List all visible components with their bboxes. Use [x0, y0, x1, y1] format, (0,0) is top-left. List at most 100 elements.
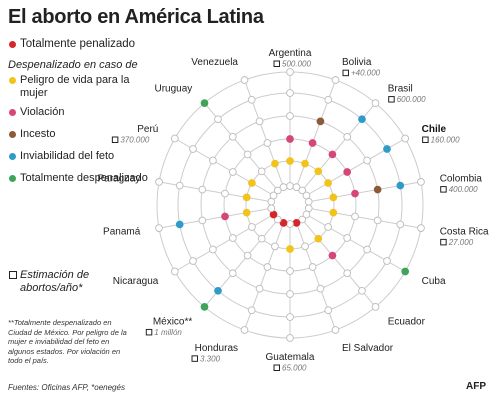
dot-8-incesto	[316, 284, 325, 293]
chart-title: El aborto en América Latina	[8, 6, 264, 28]
legend-dot-violacion	[9, 109, 16, 116]
dot-2-peligro	[314, 167, 323, 176]
dot-4-violacion	[351, 189, 359, 198]
legend-dot-inviabilidad	[9, 153, 16, 160]
dot-2-despenalizado	[371, 99, 380, 107]
country-label-4: Colombia	[440, 174, 483, 185]
dot-13-violacion	[221, 212, 229, 221]
dot-13-penalizado	[267, 204, 276, 213]
dot-9-incesto	[286, 290, 294, 298]
estimate-box-9	[273, 364, 280, 371]
dot-6-peligro	[324, 223, 332, 231]
dot-1-penalizado	[292, 183, 301, 191]
dot-7-inviabilidad	[358, 286, 366, 295]
dot-16-despenalizado	[200, 99, 209, 107]
dot-6-violacion	[343, 234, 352, 242]
dot-10-despenalizado	[240, 326, 249, 334]
legend-label-penalizado: Totalmente penalizado	[20, 38, 136, 50]
legend-item-despenalizado: Totalmente despenalizado	[8, 172, 148, 185]
estimate-label-1: +40.000	[351, 69, 381, 78]
estimate-box-0	[273, 60, 280, 67]
country-label-9: Guatemala	[266, 352, 315, 363]
estimate-box-4	[440, 186, 447, 193]
dot-14-incesto	[198, 185, 207, 194]
dot-5-peligro	[329, 208, 338, 217]
legend-item-inviabilidad: Inviabilidad del feto	[8, 150, 148, 163]
dot-12-peligro	[248, 223, 256, 231]
dot-6-despenalizado	[401, 267, 410, 276]
dot-4-penalizado	[304, 197, 313, 206]
legend-label-estimacion: Estimación de abortos/año*	[20, 269, 90, 294]
dot-9-violacion	[286, 267, 294, 275]
country-label-13: Panamá	[103, 226, 141, 237]
estimate-label-3: 160.000	[431, 136, 460, 145]
dot-17-despenalizado	[240, 76, 249, 84]
legend-label-violacion: Violación	[20, 106, 65, 118]
dot-10-violacion	[263, 263, 272, 271]
dot-15-incesto	[209, 156, 217, 165]
legend-label-peligro: Peligro de vida para la mujer	[20, 74, 130, 99]
dot-7-peligro	[314, 234, 323, 243]
legend-dot-incesto	[9, 131, 16, 138]
legend: Totalmente penalizado Despenalizado en c…	[8, 38, 148, 295]
dot-14-inviabilidad	[175, 181, 184, 190]
dot-7-incesto	[343, 269, 352, 278]
estimate-box-2	[388, 96, 395, 103]
estimate-box-5	[440, 238, 447, 246]
afp-logo: AFP	[466, 381, 486, 392]
estimate-box-15	[111, 136, 119, 143]
country-label-16: Uruguay	[154, 84, 192, 95]
sources: Fuentes: Oficinas AFP, *oenegés	[8, 383, 125, 392]
dot-13-despenalizado	[155, 224, 163, 232]
dot-10-penalizado	[279, 219, 288, 227]
dot-9-inviabilidad	[286, 313, 294, 321]
dot-12-violacion	[228, 234, 237, 242]
dot-15-inviabilidad	[189, 145, 197, 153]
dot-3-violacion	[343, 168, 352, 176]
dot-3-inviabilidad	[383, 145, 391, 153]
dot-12-incesto	[209, 245, 217, 254]
country-label-14: Paraguay	[97, 174, 140, 185]
dot-12-inviabilidad	[189, 257, 197, 265]
dot-9-despenalizado	[286, 334, 294, 342]
country-label-0: Argentina	[269, 48, 312, 59]
dot-6-inviabilidad	[383, 257, 391, 265]
estimate-label-5: 27.000	[448, 238, 474, 247]
dot-2-penalizado	[298, 186, 307, 195]
country-label-17: Venezuela	[191, 57, 238, 68]
dot-17-inviabilidad	[247, 95, 256, 104]
dot-5-incesto	[373, 216, 382, 225]
dot-15-penalizado	[269, 191, 278, 200]
country-label-1: Bolivia	[342, 57, 372, 68]
dot-11-penalizado	[273, 215, 282, 224]
dot-7-despenalizado	[371, 303, 380, 311]
legend-dot-penalizado	[9, 41, 16, 48]
legend-dot-peligro	[9, 77, 16, 84]
country-label-3: Chile	[422, 124, 447, 135]
estimate-box-1	[342, 69, 349, 77]
footnote: **Totalmente despenalizado en Ciudad de …	[8, 318, 127, 365]
dot-14-peligro	[242, 193, 251, 202]
country-label-8: El Salvador	[342, 343, 394, 354]
dot-16-peligro	[257, 167, 266, 176]
dot-13-inviabilidad	[175, 220, 184, 229]
dot-6-incesto	[363, 245, 371, 254]
dot-15-despenalizado	[170, 134, 179, 143]
country-label-2: Brasil	[388, 84, 413, 95]
dot-0-peligro	[286, 157, 294, 165]
country-label-6: Cuba	[422, 276, 446, 287]
country-label-5: Costa Rica	[440, 226, 489, 237]
dot-4-inviabilidad	[396, 181, 405, 190]
legend-label-inviabilidad: Inviabilidad del feto	[20, 150, 115, 162]
estimate-box-icon	[9, 271, 17, 279]
dot-16-penalizado	[273, 186, 282, 195]
dot-8-inviabilidad	[324, 306, 333, 315]
dot-17-incesto	[255, 117, 264, 126]
dot-8-violacion	[308, 263, 317, 271]
dot-0-incesto	[286, 112, 294, 120]
legend-item-incesto: Incesto	[8, 128, 148, 141]
dot-14-despenalizado	[155, 178, 163, 186]
dot-11-incesto	[228, 269, 237, 278]
dot-5-inviabilidad	[396, 220, 405, 229]
